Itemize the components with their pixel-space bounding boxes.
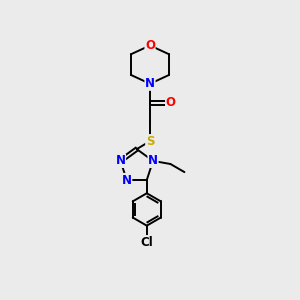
Text: N: N	[145, 77, 155, 90]
Text: O: O	[145, 39, 155, 52]
Text: N: N	[116, 154, 125, 167]
Text: N: N	[122, 173, 132, 187]
Text: O: O	[166, 96, 176, 110]
Text: N: N	[148, 154, 158, 167]
Text: Cl: Cl	[140, 236, 153, 249]
Text: S: S	[146, 135, 154, 148]
